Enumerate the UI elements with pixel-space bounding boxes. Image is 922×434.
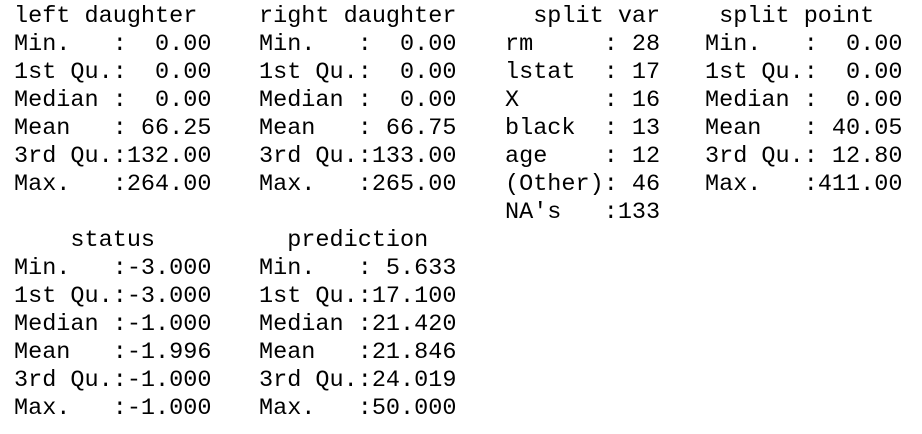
summary-row: Min. : 5.633 (259, 255, 457, 282)
summary-row: NA's :133 (505, 199, 661, 226)
column-header: prediction (287, 227, 429, 254)
summary-row: Median : 0.00 (705, 87, 903, 114)
summary-row: Max. :265.00 (259, 171, 457, 198)
summary-row: (Other): 46 (505, 171, 661, 198)
summary-row: Mean :-1.996 (14, 339, 212, 366)
summary-row: Median : 0.00 (14, 87, 212, 114)
summary-row: rm : 28 (505, 31, 661, 58)
summary-row: Min. : 0.00 (14, 31, 212, 58)
summary-row: Min. :-3.000 (14, 255, 212, 282)
summary-row: 1st Qu.:-3.000 (14, 283, 212, 310)
column-header: right daughter (259, 3, 457, 30)
summary-row: lstat : 17 (505, 59, 661, 86)
column-header: split var (533, 3, 661, 30)
summary-column: left daughter Min. : 0.00 1st Qu.: 0.00 Med… (14, 3, 211, 199)
summary-row: Median : 0.00 (259, 87, 457, 114)
summary-column: prediction Min. : 5.633 1st Qu.:17.100 Medi… (259, 227, 456, 423)
column-header: status (70, 227, 156, 254)
summary-row: black : 13 (505, 115, 661, 142)
column-header: left daughter (14, 3, 198, 30)
summary-row: Max. :411.00 (705, 171, 903, 198)
summary-row: Max. :50.000 (259, 395, 457, 422)
column-header: split point (719, 3, 875, 30)
summary-row: Median :21.420 (259, 311, 457, 338)
summary-column: right daughter Min. : 0.00 1st Qu.: 0.00 Me… (259, 3, 456, 199)
summary-row: 1st Qu.:17.100 (259, 283, 457, 310)
summary-row: X : 16 (505, 87, 661, 114)
summary-row: Max. :-1.000 (14, 395, 212, 422)
summary-row: Mean : 66.25 (14, 115, 212, 142)
summary-row: 3rd Qu.:132.00 (14, 143, 212, 170)
summary-row: 1st Qu.: 0.00 (14, 59, 212, 86)
summary-row: age : 12 (505, 143, 661, 170)
summary-row: Median :-1.000 (14, 311, 212, 338)
summary-column: split var rm : 28 lstat : 17 X : 16 black : … (505, 3, 660, 227)
summary-row: 3rd Qu.:24.019 (259, 367, 457, 394)
summary-row: 3rd Qu.: 12.80 (705, 143, 903, 170)
summary-row: Mean :21.846 (259, 339, 457, 366)
summary-row: 1st Qu.: 0.00 (705, 59, 903, 86)
summary-column: status Min. :-3.000 1st Qu.:-3.000 Median :… (14, 227, 211, 423)
summary-row: Min. : 0.00 (259, 31, 457, 58)
summary-row: 1st Qu.: 0.00 (259, 59, 457, 86)
summary-column: split point Min. : 0.00 1st Qu.: 0.00 Media… (705, 3, 902, 199)
summary-row: Mean : 66.75 (259, 115, 457, 142)
summary-row: 3rd Qu.:133.00 (259, 143, 457, 170)
summary-row: 3rd Qu.:-1.000 (14, 367, 212, 394)
summary-row: Min. : 0.00 (705, 31, 903, 58)
summary-row: Mean : 40.05 (705, 115, 903, 142)
summary-row: Max. :264.00 (14, 171, 212, 198)
